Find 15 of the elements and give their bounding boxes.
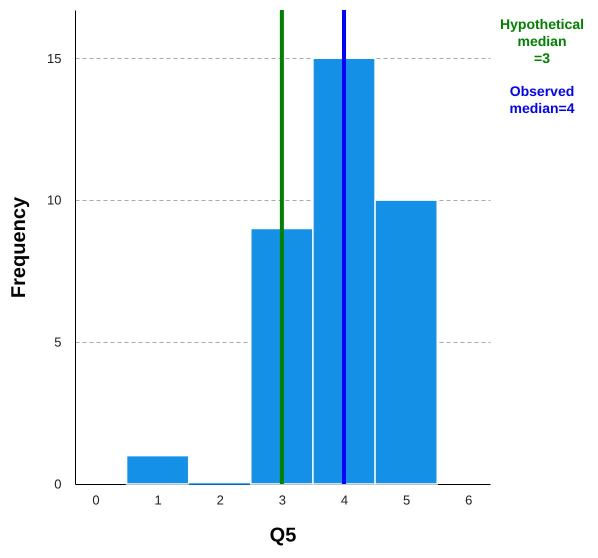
x-tick-label: 1 (154, 492, 162, 508)
y-tick-label: 0 (54, 476, 62, 492)
x-tick-label: 2 (216, 492, 224, 508)
ref-line-label: Observed median=4 (510, 83, 575, 116)
y-tick-label: 10 (47, 192, 62, 208)
y-axis-title: Frequency (8, 196, 30, 298)
x-tick-label: 0 (92, 492, 100, 508)
ref-line-label: Hypothetical median =3 (500, 16, 584, 66)
x-tick-label: 4 (340, 492, 348, 508)
x-tick-label: 6 (465, 492, 472, 508)
x-tick-label: 5 (403, 492, 410, 508)
y-tick-label: 5 (54, 334, 62, 350)
y-tick-label: 15 (47, 50, 62, 66)
x-tick-label: 3 (278, 492, 286, 508)
x-axis-title: Q5 (270, 524, 296, 546)
